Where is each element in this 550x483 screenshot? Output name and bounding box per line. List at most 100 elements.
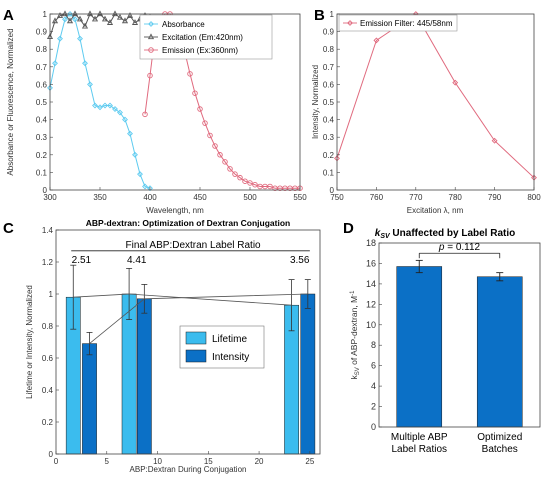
panel-d-y-tick-label-7: 14 — [366, 279, 376, 289]
panel-d-chart: kSV Unaffected by Label Ratio 0246810121… — [349, 228, 541, 455]
panel-a-series-2-point-14 — [212, 143, 218, 149]
panel-c-x-tick-label-3: 15 — [204, 457, 213, 466]
panel-a-series-1-point-3 — [61, 10, 69, 17]
panel-a-series-0-point-7 — [82, 60, 88, 67]
panel-a-series-2-point-0 — [142, 111, 148, 118]
panel-d-pvalue-label: p = 0.112 — [438, 242, 481, 253]
panel-c-x-tick-label-0: 0 — [54, 457, 59, 466]
panel-a-y-tick-label-2: 0.2 — [36, 151, 48, 160]
panel-d-title-rest: Unaffected by Label Ratio — [390, 228, 516, 239]
panel-c-chart: ABP-dextran: Optimization of Dextran Con… — [25, 218, 321, 474]
panel-d-significance-bracket: p = 0.112 — [418, 242, 501, 259]
panel-c-y-tick-label-1: 0.2 — [42, 418, 54, 427]
panel-a-x-tick-label-5: 550 — [293, 193, 307, 202]
panel-c-y-tick-label-2: 0.4 — [42, 386, 54, 395]
panel-a-series-0-point-5 — [72, 16, 78, 23]
panel-d-axes-box — [378, 242, 541, 428]
panel-b-series-line-0 — [336, 13, 535, 179]
panel-b-legend-marker-0 — [347, 20, 353, 26]
panel-a-series-2-point-20 — [242, 178, 248, 184]
panel-b-x-tick-label-2: 770 — [409, 193, 423, 202]
panel-a-legend-marker-0 — [148, 21, 154, 27]
panel-b-x-tick-label-1: 760 — [370, 193, 384, 202]
panel-a-series-0-point-12 — [107, 102, 113, 109]
panel-b-y-tick-label-5: 0.5 — [323, 98, 335, 107]
panel-a-series-0-point-1 — [52, 60, 58, 67]
panel-a-series-2-point-21 — [247, 180, 253, 186]
panel-a-series-1-point-14 — [116, 13, 124, 20]
panel-d-y-tick-label-1: 2 — [371, 402, 376, 412]
panel-a-series-1-point-13 — [111, 10, 119, 17]
panel-a-chart: 300 350 400 450 500 550 0 0.1 0.2 0.3 0.4 0.5 0.6 0.… — [6, 10, 307, 215]
panel-a-y-tick-label-10: 1 — [43, 10, 48, 19]
panel-c-legend-label-1: Intensity — [212, 352, 249, 363]
panel-a-series-1-point-8 — [86, 10, 94, 17]
panel-d-category-label-1-1: Batches — [482, 444, 518, 455]
panel-b-y-tick-label-8: 0.8 — [323, 45, 335, 54]
panel-b-x-tick-label-3: 780 — [449, 193, 463, 202]
panel-b-chart: 750 760 770 780 790 800 0 0.1 0.2 0.3 0.4 0.5 0.6 0.… — [311, 10, 541, 215]
panel-letter-d: D — [343, 220, 354, 237]
panel-c-y-tick-label-4: 0.8 — [42, 322, 54, 331]
panel-c-x-axis-label: ABP:Dextran During Conjugation — [130, 465, 247, 474]
panel-letter-c: C — [3, 220, 14, 237]
panel-b-x-tick-label-4: 790 — [488, 193, 502, 202]
panel-a-series-2-point-17 — [227, 166, 233, 172]
panel-a-series-0-point-13 — [112, 106, 118, 112]
panel-c-y-tick-label-0: 0 — [49, 450, 54, 459]
panel-c-ratio-label-0: 2.51 — [72, 255, 92, 266]
panel-c-x-tick-label-5: 25 — [305, 457, 314, 466]
panel-b-y-tick-label-9: 0.9 — [323, 28, 335, 37]
panel-a-series-2-point-18 — [232, 171, 238, 177]
panel-a-series-2-point-9 — [187, 71, 193, 77]
panel-a-series-2-point-15 — [217, 152, 223, 158]
panel-b-y-tick-label-2: 0.2 — [323, 151, 335, 160]
panel-d-y-tick-label-8: 16 — [366, 258, 376, 268]
panel-b-y-tick-label-7: 0.7 — [323, 63, 335, 72]
panel-c-axes-box — [55, 229, 321, 455]
panel-a-series-2-point-10 — [192, 90, 198, 96]
panel-a-x-tick-label-0: 300 — [43, 193, 57, 202]
panel-c-ratio-label-1: 4.41 — [127, 255, 147, 266]
panel-c-bracket-label: Final ABP:Dextran Label Ratio — [126, 240, 262, 251]
panel-b-y-tick-label-0: 0 — [330, 186, 335, 195]
panel-d-title-sub: SV — [380, 233, 391, 240]
panel-d-y-tick-label-2: 4 — [371, 381, 376, 391]
panel-b-y-axis-label: Intensity, Normalized — [311, 65, 320, 139]
panel-d-bar-1 — [476, 276, 523, 428]
panel-b-y-tick-label-3: 0.3 — [323, 133, 335, 142]
panel-b-legend: Emission Filter: 445/58nm — [338, 14, 458, 32]
panel-b-y-tick-label-1: 0.1 — [323, 168, 335, 177]
panel-a-series-1-point-7 — [81, 22, 89, 29]
panel-b-series-0-point-1 — [373, 37, 380, 44]
panel-c-y-tick-label-6: 1.2 — [42, 258, 54, 267]
panel-d-y-tick-label-6: 12 — [366, 299, 376, 309]
panel-a-y-tick-label-9: 0.9 — [36, 28, 48, 37]
panel-a-series-0-point-16 — [127, 130, 133, 137]
panel-letter-b: B — [314, 7, 325, 24]
panel-a-legend: Absorbance Excitation (Em:420nm) Emission … — [139, 14, 273, 60]
panel-a-series-0-point-2 — [57, 35, 63, 42]
panel-c-bar-1-2 — [300, 293, 316, 455]
panel-c-x-tick-label-4: 20 — [255, 457, 264, 466]
panel-d-y-tick-label-9: 18 — [366, 238, 376, 248]
panel-b-y-tick-label-4: 0.4 — [323, 116, 335, 125]
panel-a-y-tick-label-7: 0.7 — [36, 63, 48, 72]
panel-a-legend-marker-2 — [148, 47, 154, 53]
panel-b-x-tick-label-5: 800 — [527, 193, 541, 202]
panel-d-bar-0 — [396, 266, 443, 428]
panel-d-y-tick-label-4: 8 — [371, 340, 376, 350]
panel-a-series-2-point-12 — [202, 120, 208, 126]
panel-a-legend-label-1: Excitation (Em:420nm) — [162, 33, 243, 42]
panel-a-x-axis-label: Wavelength, nm — [146, 206, 204, 215]
panel-a-series-0-point-20 — [147, 185, 153, 192]
panel-d-y-axis-label: kSV of ABP-dextran, M-1 — [349, 290, 361, 380]
panel-d-ylabel-k: k — [349, 374, 359, 379]
panel-b-y-tick-label-10: 1 — [330, 10, 335, 19]
panel-c-trend-line-1 — [89, 293, 308, 344]
panel-a-series-1-point-17 — [131, 19, 139, 25]
panel-a-legend-box — [139, 14, 273, 60]
panel-a-x-tick-label-2: 400 — [143, 193, 157, 202]
panel-d-category-label-0-0: Multiple ABP — [391, 432, 448, 443]
